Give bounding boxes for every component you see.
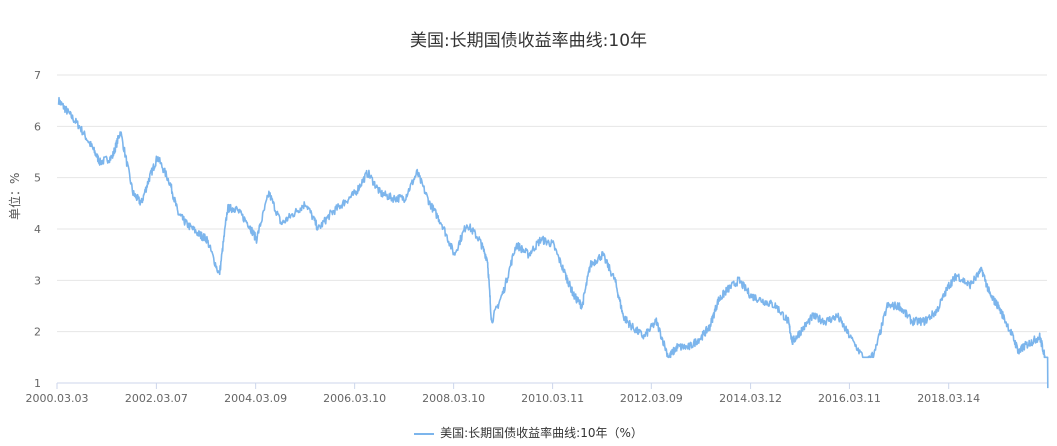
x-tick-label: 2010.03.11 <box>521 392 584 405</box>
x-tick-label: 2006.03.10 <box>323 392 386 405</box>
chart-title: 美国:长期国债收益率曲线:10年 <box>409 31 648 51</box>
x-axis-ticks: 2000.03.03 2002.03.07 2004.03.09 2006.03.10… <box>26 382 1047 405</box>
y-tick-label: 3 <box>34 274 41 287</box>
legend-swatch <box>414 432 435 435</box>
x-tick-label: 2004.03.09 <box>224 392 287 405</box>
x-tick-label: 2012.03.09 <box>620 392 683 405</box>
y-tick-label: 4 <box>34 223 41 236</box>
x-tick-label: 2016.03.11 <box>818 392 881 405</box>
y-tick-label: 1 <box>34 377 41 390</box>
y-tick-label: 6 <box>34 120 41 133</box>
series-group <box>57 96 1049 389</box>
legend-label: 美国:长期国债收益率曲线:10年（%） <box>440 426 643 440</box>
y-tick-label: 7 <box>34 69 41 82</box>
grid-lines <box>57 74 1047 333</box>
y-tick-label: 2 <box>34 326 41 339</box>
legend[interactable]: 美国:长期国债收益率曲线:10年（%） <box>0 424 1057 441</box>
y-axis-ticks: 1 2 3 4 5 6 7 <box>34 69 41 390</box>
x-tick-label: 2002.03.07 <box>125 392 188 405</box>
x-tick-label: 2018.03.14 <box>917 392 980 405</box>
x-tick-label: 2008.03.10 <box>422 392 485 405</box>
series-line[interactable] <box>57 96 1049 389</box>
y-tick-label: 5 <box>34 172 41 185</box>
x-tick-label: 2000.03.03 <box>26 392 89 405</box>
x-tick-label: 2014.03.12 <box>719 392 782 405</box>
